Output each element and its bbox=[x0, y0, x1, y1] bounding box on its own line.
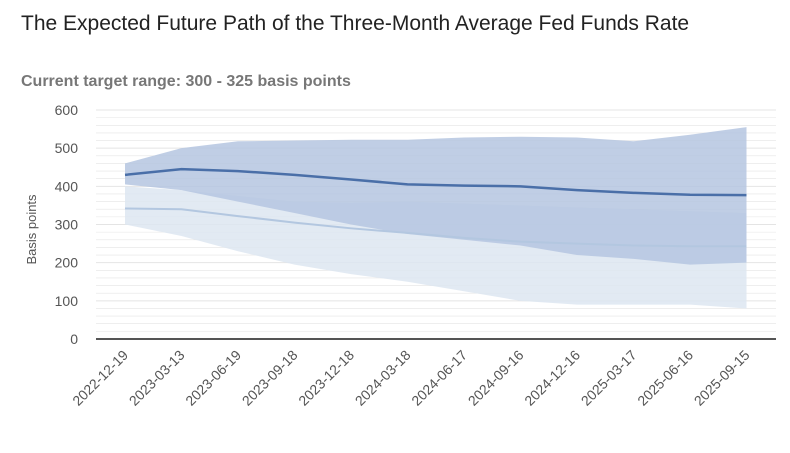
x-tick-label: 2023-12-18 bbox=[295, 347, 357, 409]
chart-subtitle: Current target range: 300 - 325 basis po… bbox=[21, 73, 351, 90]
series-lines bbox=[124, 167, 747, 248]
chart-title: The Expected Future Path of the Three-Mo… bbox=[21, 12, 690, 35]
x-tick-label: 2024-09-16 bbox=[465, 347, 527, 409]
x-tick-label: 2024-06-17 bbox=[408, 347, 470, 409]
y-tick-label: 300 bbox=[55, 217, 79, 233]
x-tick-label: 2024-03-18 bbox=[352, 347, 414, 409]
y-tick-label: 0 bbox=[70, 331, 78, 347]
y-tick-label: 600 bbox=[55, 102, 79, 118]
y-tick-label: 400 bbox=[55, 178, 79, 194]
x-tick-label: 2025-06-16 bbox=[634, 347, 696, 409]
dark-range-band bbox=[125, 127, 747, 265]
x-tick-label: 2025-09-15 bbox=[691, 347, 753, 409]
x-tick-label: 2023-03-13 bbox=[126, 347, 188, 409]
y-tick-labels: 0 100 200 300 400 500 600 bbox=[55, 102, 79, 347]
light-series-line bbox=[124, 207, 747, 248]
bands bbox=[125, 127, 747, 309]
dark-series-line bbox=[124, 167, 747, 197]
x-tick-labels: 2022-12-192023-03-132023-06-192023-09-18… bbox=[69, 347, 753, 409]
x-tick-label: 2023-09-18 bbox=[239, 347, 301, 409]
y-tick-label: 100 bbox=[55, 293, 79, 309]
y-tick-label: 500 bbox=[55, 140, 79, 156]
x-tick-label: 2023-06-19 bbox=[182, 347, 244, 409]
y-axis-label: Basis points bbox=[24, 194, 39, 265]
y-tick-label: 200 bbox=[55, 255, 79, 271]
x-tick-label: 2022-12-19 bbox=[69, 347, 131, 409]
x-tick-label: 2024-12-16 bbox=[521, 347, 583, 409]
x-tick-label: 2025-03-17 bbox=[578, 347, 640, 409]
